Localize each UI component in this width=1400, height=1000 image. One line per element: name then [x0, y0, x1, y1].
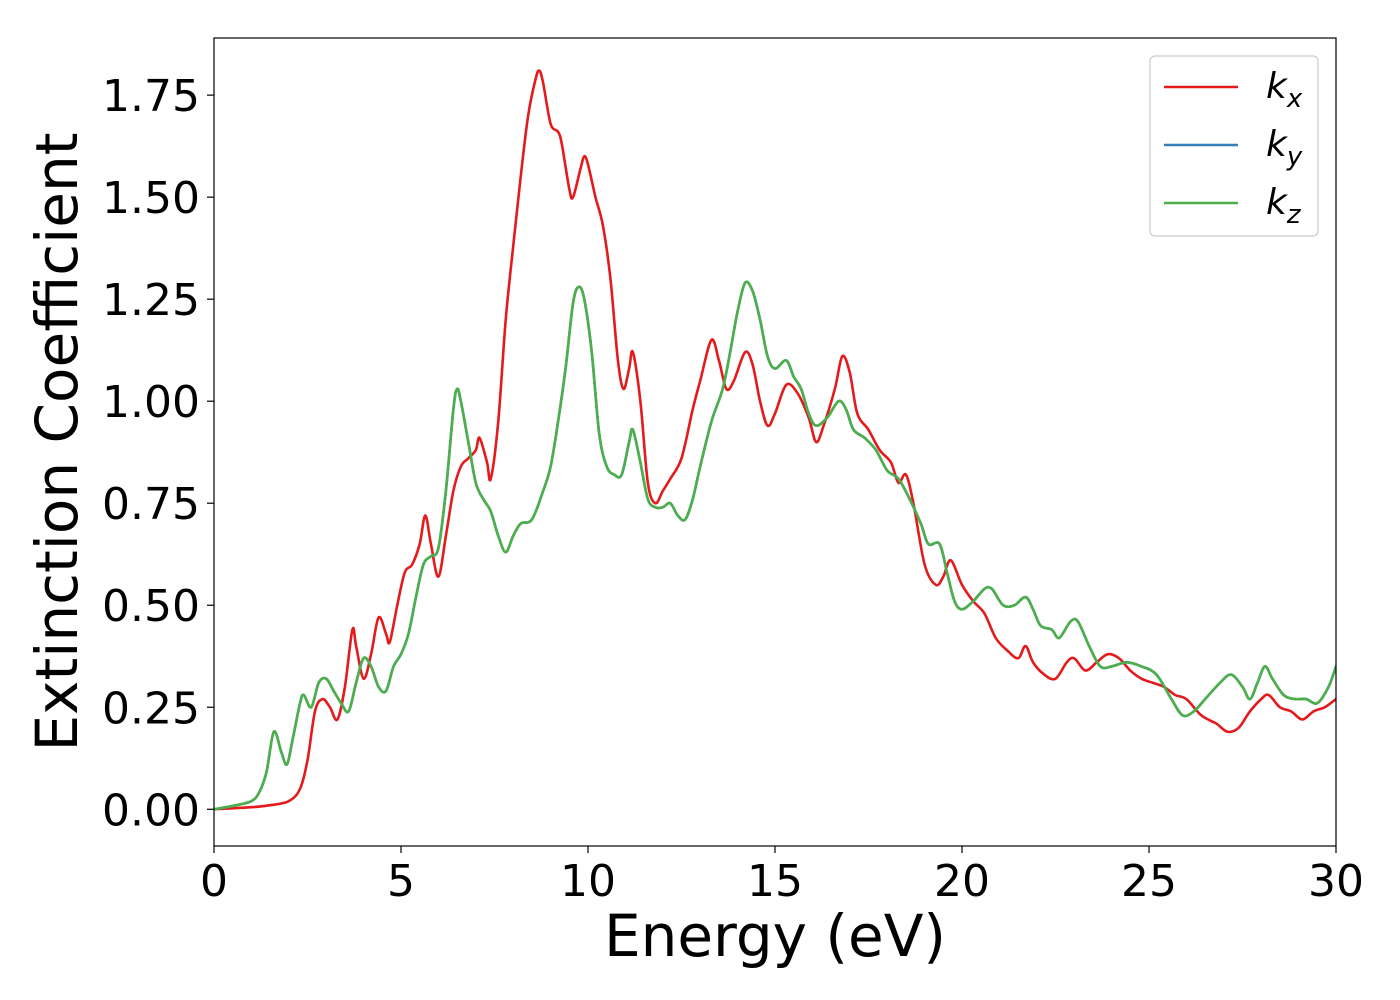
y-axis: 0.00 0.25 0.50 0.75 1.00 1.25 1.50 1.75 [102, 71, 214, 836]
legend-label-subscript: x [1286, 84, 1303, 114]
legend-label-z: kz [1266, 182, 1302, 230]
series-line-x [214, 69, 1336, 811]
x-tick-label: 15 [747, 856, 803, 907]
y-axis-title: Extinction Coefficient [23, 133, 91, 752]
legend-label-main: k [1266, 66, 1289, 107]
legend-label-x: kx [1266, 66, 1303, 114]
y-tick-label: 0.25 [102, 683, 200, 734]
legend-label-main: k [1266, 182, 1289, 223]
x-axis: 0 5 10 15 20 25 30 [200, 846, 1364, 907]
y-tick-label: 0.50 [102, 581, 200, 632]
legend-label-subscript: z [1286, 200, 1302, 230]
legend-label-main: k [1266, 124, 1289, 165]
y-tick-label: 1.25 [102, 275, 200, 326]
legend-label-subscript: y [1286, 142, 1303, 172]
x-tick-label: 0 [200, 856, 228, 907]
x-tick-label: 25 [1121, 856, 1177, 907]
legend-label-y: ky [1266, 124, 1303, 172]
x-axis-title: Energy (eV) [604, 902, 946, 970]
x-tick-label: 30 [1308, 856, 1364, 907]
y-tick-label: 0.00 [102, 785, 200, 836]
y-tick-label: 1.00 [102, 377, 200, 428]
x-tick-label: 5 [387, 856, 415, 907]
y-tick-label: 1.50 [102, 173, 200, 224]
y-tick-label: 1.75 [102, 71, 200, 122]
x-tick-label: 10 [560, 856, 616, 907]
x-tick-label: 20 [934, 856, 990, 907]
y-tick-label: 0.75 [102, 479, 200, 530]
series-layer [214, 69, 1336, 811]
series-line-z [214, 280, 1336, 811]
